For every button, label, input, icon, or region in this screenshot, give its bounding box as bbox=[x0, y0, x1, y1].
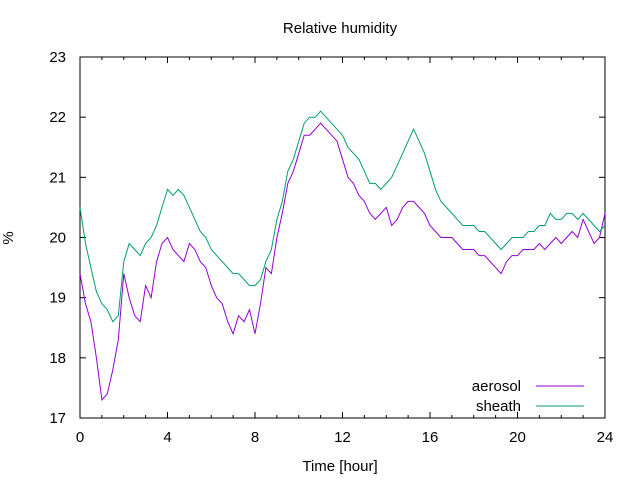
x-tick-label: 8 bbox=[251, 429, 259, 446]
y-tick-label: 20 bbox=[49, 230, 66, 247]
x-tick-label: 0 bbox=[76, 429, 84, 446]
y-tick-label: 23 bbox=[49, 49, 66, 66]
y-tick-label: 21 bbox=[49, 169, 66, 186]
y-axis: 17 18 19 20 21 22 23 bbox=[49, 49, 605, 427]
series-line-aerosol bbox=[79, 122, 606, 402]
series-line-sheath bbox=[79, 110, 606, 323]
x-tick-label: 24 bbox=[597, 429, 614, 446]
legend-label-aerosol: aerosol bbox=[472, 378, 521, 395]
legend-label-sheath: sheath bbox=[476, 398, 521, 415]
series-lines bbox=[79, 110, 606, 402]
y-tick-label: 22 bbox=[49, 109, 66, 126]
y-tick-label: 18 bbox=[49, 350, 66, 367]
x-tick-label: 12 bbox=[334, 429, 351, 446]
x-tick-label: 20 bbox=[509, 429, 526, 446]
x-tick-label: 4 bbox=[163, 429, 171, 446]
chart-title: Relative humidity bbox=[283, 20, 398, 37]
x-axis: 0 4 8 12 16 20 24 bbox=[76, 57, 614, 446]
plot-frame bbox=[79, 56, 606, 419]
x-axis-label: Time [hour] bbox=[302, 458, 377, 475]
legend: aerosol sheath bbox=[472, 378, 584, 415]
y-axis-label: % bbox=[0, 231, 17, 244]
y-tick-label: 19 bbox=[49, 290, 66, 307]
x-tick-label: 16 bbox=[422, 429, 439, 446]
y-tick-label: 17 bbox=[49, 410, 66, 427]
